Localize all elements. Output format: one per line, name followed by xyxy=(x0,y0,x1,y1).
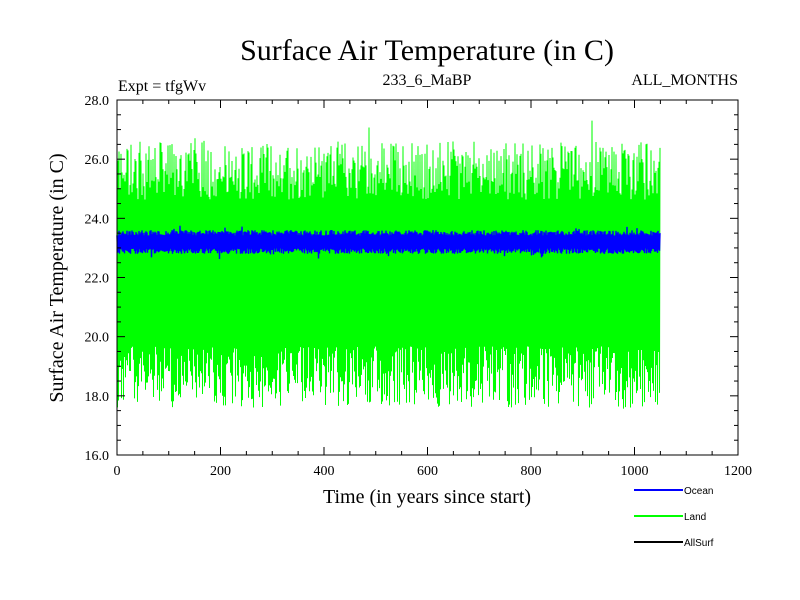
subtitle-months: ALL_MONTHS xyxy=(631,72,738,89)
y-tick-label: 26.0 xyxy=(85,153,110,168)
x-tick-labels: 0 200 400 600 800 1000 1200 xyxy=(114,464,753,479)
x-tick-label: 200 xyxy=(210,464,231,479)
x-axis-label: Time (in years since start) xyxy=(323,486,531,508)
series-line-land xyxy=(116,120,661,409)
y-tick-label: 28.0 xyxy=(85,94,110,109)
y-tick-label: 22.0 xyxy=(85,272,110,287)
legend-label-allsurf: AllSurf xyxy=(684,538,714,549)
subtitle-period: 233_6_MaBP xyxy=(383,72,472,89)
y-tick-label: 18.0 xyxy=(85,390,110,405)
x-tick-label: 600 xyxy=(417,464,438,479)
x-tick-label: 800 xyxy=(521,464,542,479)
x-tick-label: 1000 xyxy=(621,464,649,479)
x-tick-label: 0 xyxy=(114,464,121,479)
legend: Ocean Land AllSurf xyxy=(634,486,714,549)
series-line-ocean xyxy=(116,225,661,260)
series-layer xyxy=(116,120,661,409)
y-tick-labels: 16.0 18.0 20.0 22.0 24.0 26.0 28.0 xyxy=(85,94,110,464)
y-tick-label: 16.0 xyxy=(85,449,110,464)
subtitle-experiment: Expt = tfgWv xyxy=(118,78,206,95)
tick-layer xyxy=(116,99,739,456)
legend-label-ocean: Ocean xyxy=(684,486,713,497)
x-tick-label: 400 xyxy=(314,464,335,479)
chart-title: Surface Air Temperature (in C) xyxy=(240,34,614,67)
x-tick-label: 1200 xyxy=(724,464,752,479)
legend-label-land: Land xyxy=(684,512,706,523)
y-axis-label: Surface Air Temperature (in C) xyxy=(46,153,68,402)
y-tick-label: 20.0 xyxy=(85,331,110,346)
y-tick-label: 24.0 xyxy=(85,212,110,227)
